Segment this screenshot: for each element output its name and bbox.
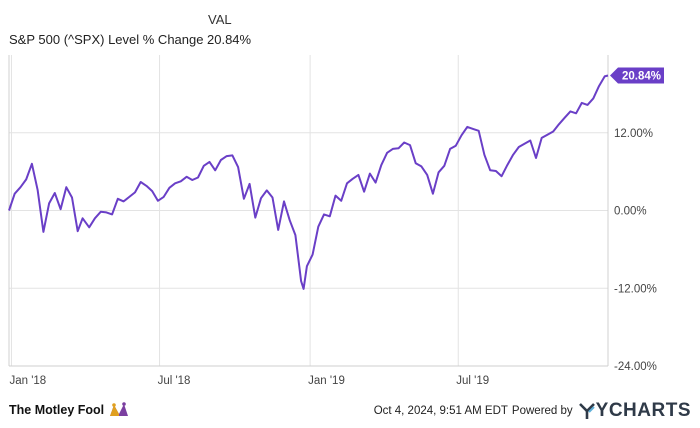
series-line: [8, 74, 609, 290]
legend-series-row[interactable]: S&P 500 (^SPX) Level % Change 20.84%: [9, 32, 251, 47]
brand-footer: The Motley Fool: [9, 402, 130, 418]
x-tick-label: Jul '18: [158, 375, 191, 387]
provider-name: YCHARTS: [595, 400, 691, 421]
ycharts-y-icon: [578, 403, 595, 419]
legend-series-label: S&P 500 (^SPX) Level % Change: [9, 32, 204, 47]
last-value-label: 20.84%: [622, 70, 661, 82]
y-tick-label: -12.00%: [614, 283, 657, 295]
x-tick-label: Jan '18: [9, 375, 46, 387]
powered-by-label: Powered by: [511, 405, 573, 417]
last-value-badge-shape: [610, 67, 664, 84]
y-tick-label: 0.00%: [614, 206, 647, 218]
legend-series-value: 20.84%: [207, 32, 252, 47]
series-layer: [8, 74, 609, 290]
tick-labels: 12.00% 0.00% -12.00% -24.00% Jan '18 Jul '18 J…: [9, 128, 656, 387]
last-value-badge: 20.84%: [610, 67, 664, 84]
legend-column-header: VAL: [208, 12, 232, 27]
brand-name: The Motley Fool: [9, 403, 105, 417]
x-tick-label: Jan '19: [308, 375, 345, 387]
ycharts-logo[interactable]: YCHARTS: [578, 400, 691, 422]
timestamp: Oct 4, 2024, 9:51 AM EDT: [373, 405, 508, 417]
y-tick-label: -24.00%: [614, 361, 657, 373]
jester-hat-icon: [110, 402, 129, 416]
source-footer: Oct 4, 2024, 9:51 AM EDT Powered by YCHA…: [374, 400, 691, 422]
grid-lines: [9, 55, 608, 367]
y-tick-label: 12.00%: [614, 128, 653, 140]
x-tick-label: Jul '19: [456, 375, 489, 387]
